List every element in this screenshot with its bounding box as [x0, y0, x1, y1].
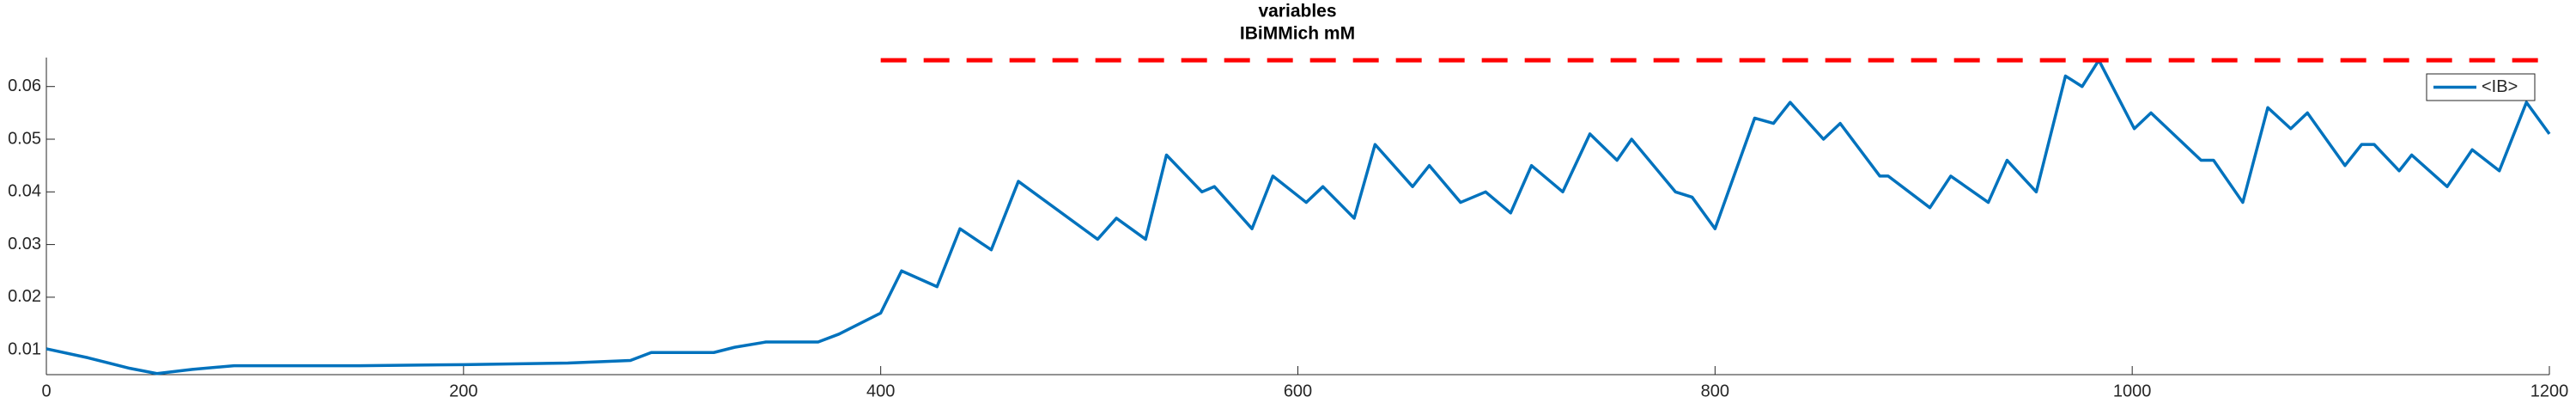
- y-tick-label: 0.01: [8, 339, 41, 358]
- legend-label: <IB>: [2482, 77, 2518, 96]
- y-tick-label: 0.04: [8, 182, 41, 201]
- data-line: [46, 58, 2551, 376]
- y-tick-label: 0.05: [8, 129, 41, 148]
- chart-subtitle: IBiMMich mM: [1240, 24, 1355, 44]
- y-tick-label: 0.03: [8, 235, 41, 253]
- chart-title: variables: [1258, 2, 1336, 21]
- x-tick-label: 800: [1701, 382, 1729, 400]
- x-tick-label: 1000: [2113, 382, 2152, 400]
- x-tick-label: 400: [866, 382, 895, 400]
- x-tick-label: 600: [1284, 382, 1312, 400]
- y-tick-label: 0.02: [8, 287, 41, 306]
- x-tick-label: 200: [449, 382, 477, 400]
- x-tick-label: 1200: [2530, 382, 2569, 400]
- y-tick-label: 0.06: [8, 76, 41, 95]
- x-tick-label: 0: [41, 382, 51, 400]
